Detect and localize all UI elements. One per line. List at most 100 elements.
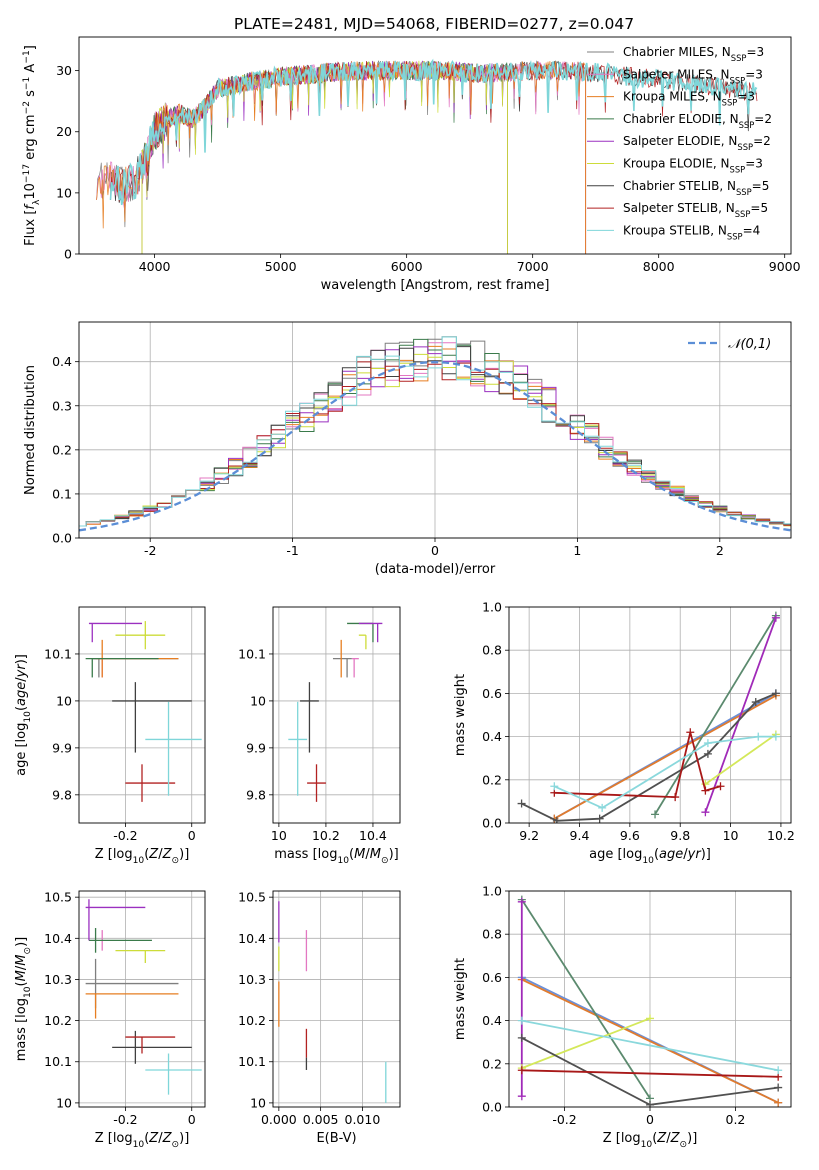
x-tick-label: 9.6 — [620, 828, 640, 843]
axes-mass-vs-Z: -0.2 0 10 10.1 10.2 10.3 10.4 10.5 — [44, 890, 205, 1127]
label-part: s — [23, 90, 38, 101]
label-part: Salpeter MILES, N — [623, 67, 730, 81]
weight-marker — [771, 689, 780, 698]
x-tick-label: -1 — [286, 543, 298, 558]
x-axis-label: Z [log10(Z/Z⊙)] — [95, 1131, 190, 1150]
weight-series — [521, 1069, 779, 1078]
y-tick-label: 0.4 — [52, 354, 72, 369]
x-tick-label: 10.4 — [359, 828, 387, 843]
x-tick-label: 0.010 — [345, 1112, 381, 1127]
x-axis-label: age [log10(age/yr)] — [589, 847, 711, 866]
label-part: 10 — [23, 711, 33, 723]
weight-marker — [703, 739, 712, 748]
y-tick-label: 10 — [56, 185, 72, 200]
x-tick-label: 4000 — [139, 259, 171, 274]
weight-marker — [517, 897, 526, 906]
label-part: SSP — [737, 142, 753, 152]
legend-label: Kroupa STELIB, NSSP=4 — [623, 223, 760, 241]
weight-marker — [598, 803, 607, 812]
axes-age-vs-mass: 10 10.2 10.4 9.8 9.9 10 10.1 — [238, 607, 400, 843]
x-axis-label: wavelength [Angstrom, rest frame] — [321, 278, 550, 293]
histograms — [79, 336, 791, 532]
label-part: )] — [179, 1131, 189, 1146]
weight-series — [704, 733, 777, 785]
label-part: ⊙ — [172, 1140, 180, 1150]
label-part: M — [354, 847, 365, 862]
y-tick-label: 10.1 — [44, 1054, 72, 1069]
label-part: =5 — [752, 179, 770, 193]
legend-label: Chabrier STELIB, NSSP=5 — [623, 179, 769, 197]
label-part: 10 — [23, 183, 38, 200]
label-part: SSP — [730, 75, 746, 85]
y-tick-label: 0.2 — [482, 772, 502, 787]
x-tick-label: 8000 — [643, 259, 675, 274]
x-tick-label: -0.2 — [552, 1112, 576, 1127]
label-part: yr — [14, 663, 29, 679]
label-part: Salpeter STELIB, N — [623, 201, 735, 215]
spectrum-series — [109, 58, 758, 206]
axes-frame — [272, 890, 401, 1108]
y-tick-label: 10.4 — [238, 931, 266, 946]
label-part: / — [666, 1131, 671, 1146]
label-part: mass [log — [14, 998, 29, 1061]
label-part: Kroupa STELIB, N — [623, 223, 727, 237]
axes-age-vs-Z: -0.2 0 9.8 9.9 10 10.1 — [44, 607, 205, 843]
y-tick-label: 10 — [56, 1095, 72, 1110]
x-tick-label: 0.2 — [726, 1112, 746, 1127]
y-tick-label: 10.5 — [44, 890, 72, 905]
label-part: ( — [652, 1131, 657, 1146]
legend-label: Kroupa MILES, NSSP=3 — [623, 90, 755, 108]
label-part: SSP — [727, 231, 743, 241]
y-tick-label: 10.3 — [44, 972, 72, 987]
weight-marker — [517, 1092, 526, 1101]
weight-marker — [552, 816, 561, 823]
y-tick-label: 10.2 — [238, 1013, 266, 1028]
x-tick-label: -2 — [144, 543, 156, 558]
label-part: age — [659, 847, 683, 862]
label-part: λ — [32, 199, 42, 205]
label-part: yr — [687, 847, 703, 862]
axes-frame — [508, 890, 792, 1108]
x-tick-label: 10.2 — [767, 828, 795, 843]
label-part: A — [23, 64, 38, 77]
y-tick-label: 0.8 — [482, 927, 502, 942]
label-part: age [log — [14, 723, 29, 776]
label-part: −1 — [22, 50, 32, 63]
weight-marker — [754, 732, 763, 741]
legend-label: Chabrier MILES, NSSP=3 — [623, 45, 764, 63]
label-part: =3 — [745, 67, 763, 81]
label-part: Z — [670, 1131, 681, 1146]
label-part: =4 — [743, 223, 761, 237]
label-part: age [log — [589, 847, 642, 862]
label-part: Normed distribution — [23, 365, 38, 495]
y-tick-label: 9.9 — [52, 740, 72, 755]
x-axis-label: Z [log10(Z/Z⊙)] — [603, 1131, 698, 1150]
x-tick-label: -0.2 — [113, 1112, 137, 1127]
y-tick-label: 30 — [56, 63, 72, 78]
y-tick-label: 0.2 — [482, 1056, 502, 1071]
y-tick-label: 0.4 — [482, 1013, 502, 1028]
x-tick-label: 0 — [646, 1112, 654, 1127]
label-part: / — [683, 847, 688, 862]
x-axis-label: E(B-V) — [316, 1131, 356, 1146]
x-tick-label: 9.2 — [519, 828, 539, 843]
weight-marker — [550, 782, 559, 791]
label-part: ⊙ — [680, 1140, 688, 1150]
label-part: =3 — [737, 90, 755, 104]
label-part: 10 — [133, 856, 145, 866]
label-part: ⊙ — [381, 856, 389, 866]
y-tick-label: 0.4 — [482, 729, 502, 744]
legend-label: 𝒩(0,1) — [728, 337, 771, 352]
x-tick-label: 0 — [188, 1112, 196, 1127]
label-part: SSP — [731, 53, 747, 63]
y-tick-label: 10 — [250, 693, 266, 708]
label-part: / — [365, 847, 370, 862]
label-part: f — [23, 203, 38, 210]
y-axis-label: age [log10(age/yr)] — [14, 654, 33, 776]
label-part: SSP — [736, 187, 752, 197]
y-axis-label: mass [log10(M/M⊙)] — [14, 937, 33, 1061]
axes-frame — [78, 36, 792, 255]
axes-frame — [508, 606, 792, 824]
errorbars-mass-vs-EBV — [278, 901, 387, 1103]
weight-series — [553, 694, 777, 820]
